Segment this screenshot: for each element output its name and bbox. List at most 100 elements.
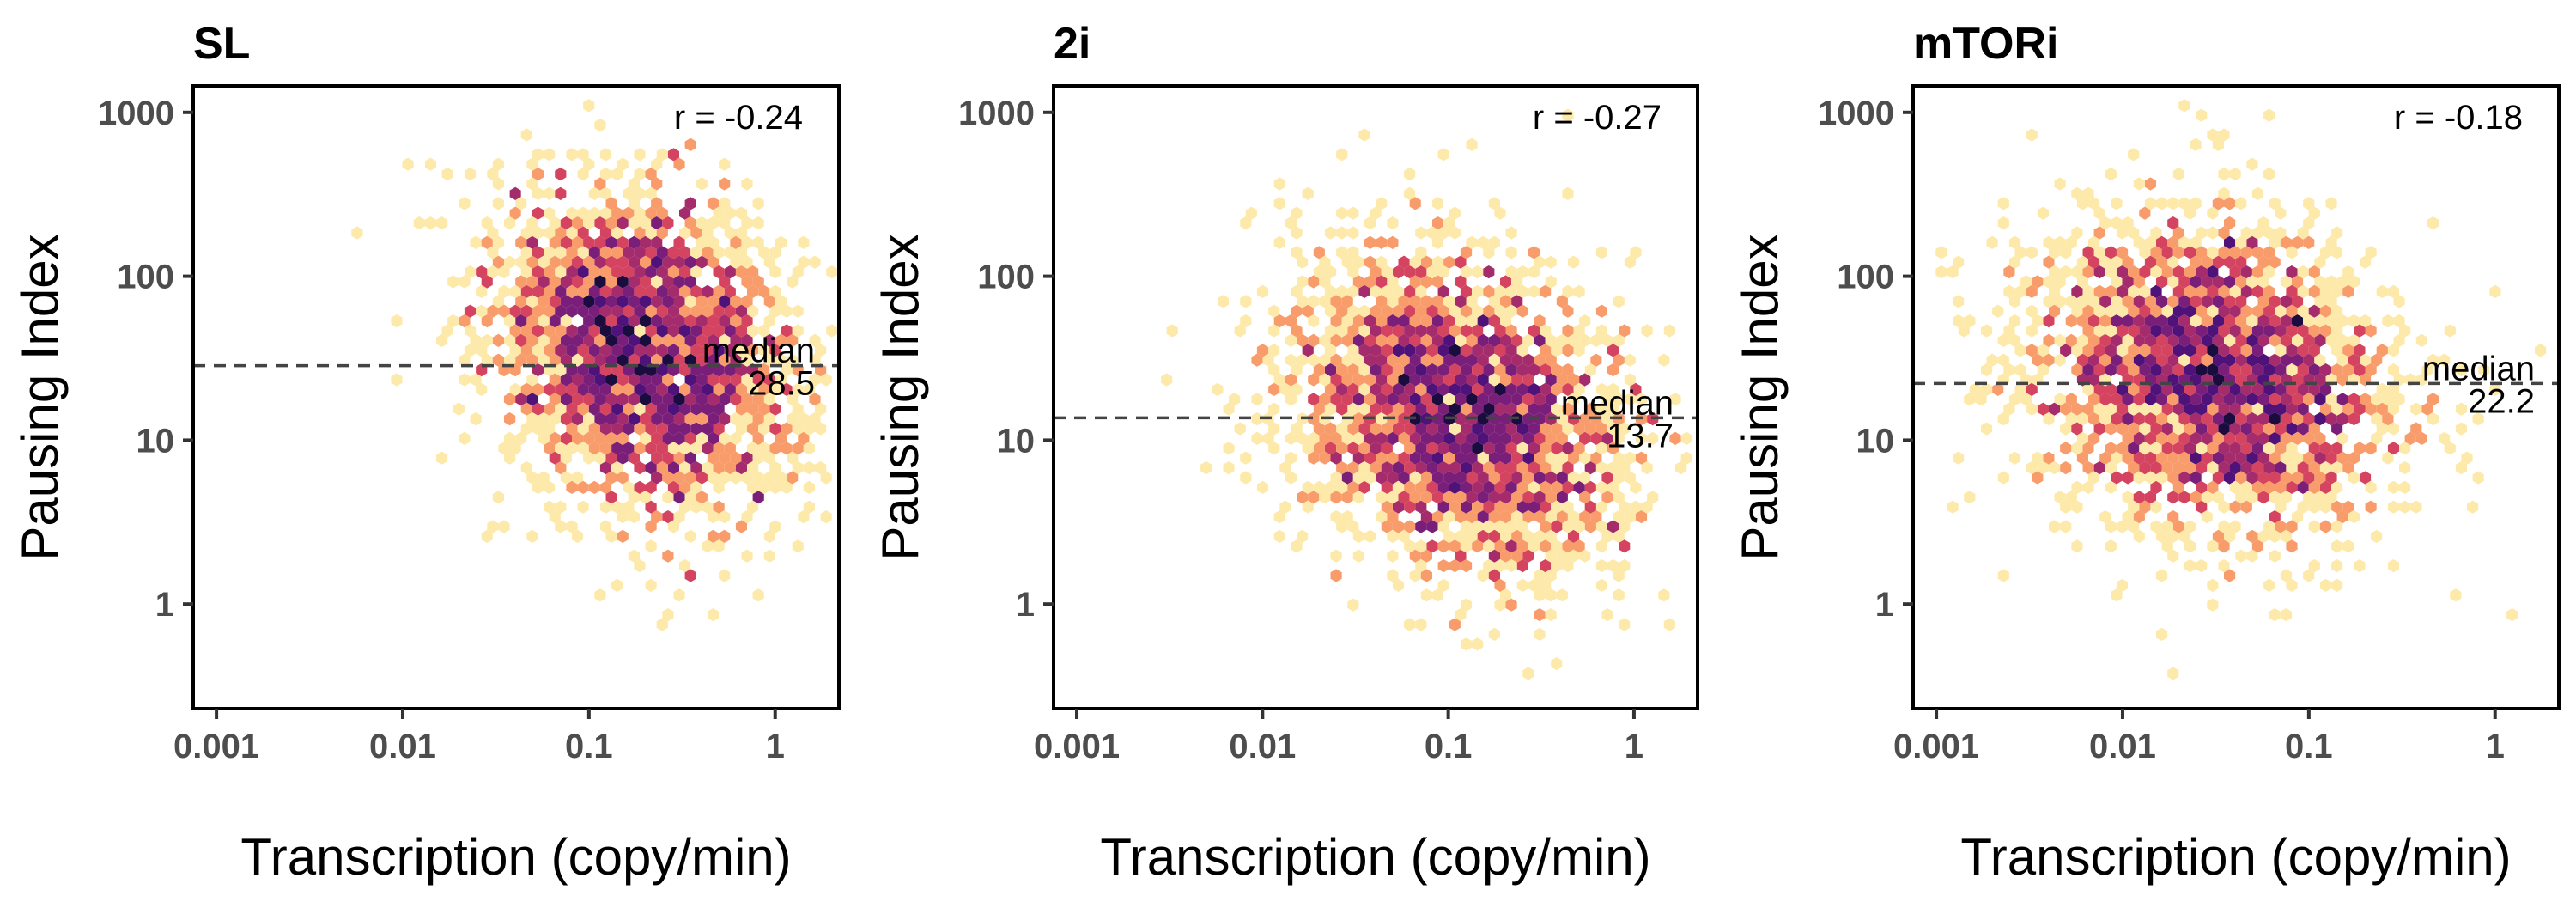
hexbin-cell: [555, 520, 567, 533]
hexbin-cell: [1522, 529, 1534, 543]
hexbin-cell: [2111, 353, 2123, 367]
hexbin-cell: [2128, 402, 2140, 416]
hexbin-cell: [572, 471, 584, 485]
hexbin-cell: [1466, 373, 1478, 387]
hexbin-cell: [611, 246, 623, 259]
hexbin-cell: [2308, 461, 2320, 475]
hexbin-cell: [2286, 246, 2298, 259]
hexbin-cell: [2246, 431, 2258, 445]
hexbin-cell: [464, 344, 477, 357]
hexbin-cell: [713, 246, 725, 259]
hexbin-cell: [1477, 491, 1489, 504]
hexbin-cell: [599, 226, 612, 240]
hexbin-cell: [2235, 197, 2247, 210]
hexbin-cell: [424, 157, 436, 171]
hexbin-cell: [1545, 569, 1557, 582]
hexbin-cell: [566, 246, 578, 259]
hexbin-cell: [775, 373, 787, 387]
hexbin-cell: [2303, 431, 2315, 445]
hexbin-cell: [2196, 265, 2208, 279]
hexbin-cell: [2122, 412, 2134, 426]
hexbin-cell: [1613, 333, 1625, 347]
hexbin-cell: [413, 216, 425, 230]
hexbin-cell: [459, 275, 471, 289]
hexbin-cell: [2212, 529, 2224, 543]
hexbin-cell: [2319, 578, 2332, 592]
hexbin-cell: [544, 304, 556, 318]
hexbin-cell: [1268, 304, 1280, 318]
hexbin-cell: [2026, 344, 2038, 357]
hexbin-cell: [1551, 480, 1563, 494]
hexbin-cell: [1488, 333, 1500, 347]
hexbin-cell: [2099, 353, 2111, 367]
hexbin-cell: [1601, 393, 1613, 406]
hexbin-cell: [1595, 324, 1607, 338]
hexbin-cell: [684, 197, 696, 210]
hexbin-cell: [515, 393, 527, 406]
hexbin-cell: [2178, 295, 2190, 308]
hexbin-cell: [696, 177, 708, 191]
hexbin-cell: [2088, 314, 2100, 328]
hexbin-cell: [441, 324, 453, 338]
hexbin-cell: [1595, 422, 1607, 436]
hexbin-cell: [1579, 510, 1591, 524]
hexbin-cell: [2082, 382, 2094, 396]
hexbin-cell: [2071, 480, 2083, 494]
hexbin-cell: [673, 314, 685, 328]
hexbin-cell: [2071, 402, 2083, 416]
hexbin-cell: [1449, 363, 1461, 377]
hexbin-cell: [1251, 353, 1263, 367]
hexbin-cell: [1437, 148, 1449, 162]
hexbin-cell: [2348, 314, 2360, 328]
hexbin-cell: [651, 393, 663, 406]
hexbin-cell: [2088, 471, 2100, 485]
hexbin-cell: [1500, 451, 1512, 465]
hexbin-cell: [2263, 442, 2275, 455]
hexbin-cell: [2286, 442, 2298, 455]
hexbin-cell: [2269, 431, 2281, 445]
hexbin-cell: [2065, 393, 2077, 406]
hexbin-cell: [690, 324, 702, 338]
hexbin-cell: [515, 333, 527, 347]
hexbin-cell: [1409, 491, 1421, 504]
hexbin-cell: [476, 344, 488, 357]
hexbin-cell: [1472, 324, 1484, 338]
hexbin-cell: [594, 177, 606, 191]
hexbin-cell: [2037, 363, 2049, 377]
hexbin-cell: [2172, 246, 2184, 259]
hexbin-cell: [2297, 324, 2309, 338]
hexbin-cell: [1302, 480, 1314, 494]
hexbin-cell: [526, 275, 538, 289]
hexbin-cell: [645, 520, 657, 533]
hexbin-cell: [2099, 393, 2111, 406]
hexbin-cell: [2144, 353, 2156, 367]
hexbin-cell: [599, 168, 612, 181]
hexbin-cell: [2336, 353, 2348, 367]
hexbin-cell: [2116, 578, 2129, 592]
hexbin-cell: [555, 284, 567, 298]
hexbin-cell: [526, 471, 538, 485]
hexbin-cell: [763, 255, 775, 269]
hexbin-cell: [1516, 284, 1528, 298]
hexbin-cell: [2314, 275, 2326, 289]
hexbin-cell: [2235, 491, 2247, 504]
hexbin-cell: [1488, 373, 1500, 387]
hexbin-cell: [599, 246, 612, 259]
hexbin-cell: [2178, 353, 2190, 367]
hexbin-cell: [1268, 402, 1280, 416]
hexbin-cell: [509, 206, 521, 220]
hexbin-cell: [656, 324, 668, 338]
hexbin-cell: [2240, 500, 2252, 514]
hexbin-cell: [1437, 500, 1449, 514]
hexbin-cell: [1443, 295, 1455, 308]
hexbin-cell: [560, 333, 572, 347]
hexbin-cell: [1579, 491, 1591, 504]
hexbin-cell: [2099, 295, 2111, 308]
hexbin-cell: [707, 510, 720, 524]
hexbin-cell: [2190, 431, 2202, 445]
hexbin-cell: [2008, 295, 2021, 308]
hexbin-cell: [1573, 480, 1585, 494]
hexbin-cell: [2184, 382, 2196, 396]
hexbin-cell: [628, 412, 640, 426]
hexbin-cell: [526, 235, 538, 249]
